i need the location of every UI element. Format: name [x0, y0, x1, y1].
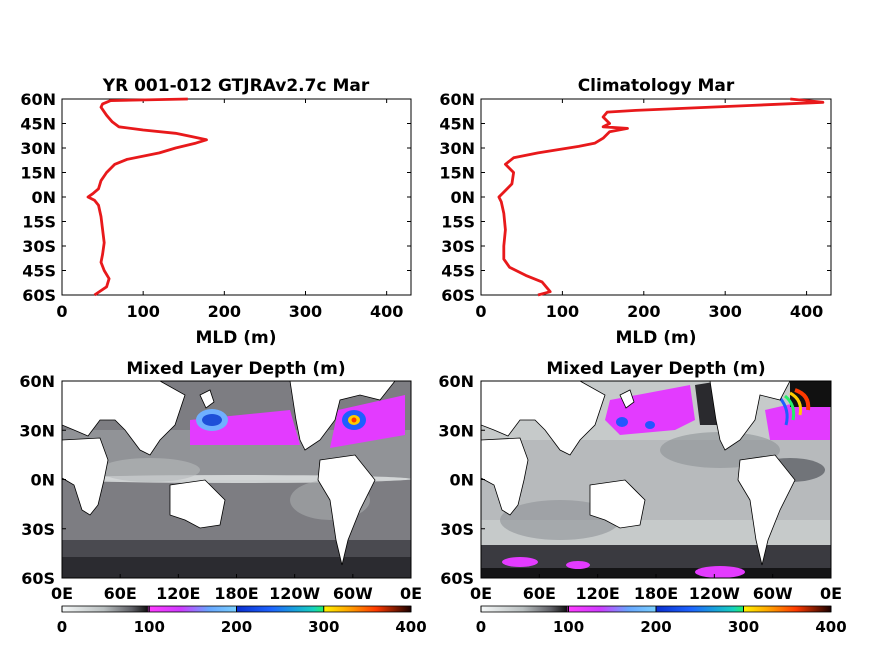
x-tick-label: 400 — [370, 302, 403, 321]
lat-tick-label: 60S — [440, 569, 474, 588]
mld-heatmap — [62, 381, 411, 578]
colorbar-tick-label: 400 — [815, 618, 846, 636]
gulfstream-high-mld — [330, 395, 405, 448]
profile-panel-model: YR 001-012 GTJRAv2.7c Mar 0 100 200 300 400 6… — [20, 76, 412, 348]
mld-profile-line — [497, 97, 825, 297]
chart-title: YR 001-012 GTJRAv2.7c Mar — [102, 76, 370, 96]
colorbar-model: 0 100 200 300 400 — [57, 605, 427, 636]
lon-tick-label: 0E — [470, 584, 492, 603]
x-axis-label: MLD (m) — [195, 328, 276, 348]
mld-profile-line — [86, 97, 208, 297]
x-tick-label: 300 — [708, 302, 741, 321]
lat-tick-label: 30S — [440, 520, 474, 539]
colorbar-tick-label: 100 — [134, 618, 165, 636]
lat-tick-label: 0N — [30, 471, 55, 490]
lat-tick-label: 60S — [21, 569, 55, 588]
colorbar-tick-label: 0 — [57, 618, 67, 636]
chart-title: Climatology Mar — [578, 76, 735, 96]
map-panel-model: Mixed Layer Depth (m) — [19, 359, 422, 603]
y-tick-label: 15N — [439, 164, 475, 183]
map-panel-climatology: Mixed Layer Depth (m) — [438, 359, 842, 603]
colorbar-climatology: 0 100 200 300 400 — [476, 605, 847, 636]
colorbar-tick-label: 300 — [308, 618, 339, 636]
x-tick-label: 100 — [126, 302, 159, 321]
y-tick-label: 60S — [22, 286, 56, 305]
lon-tick-label: 60W — [753, 584, 793, 603]
colorbar-tick-label: 100 — [553, 618, 584, 636]
y-tick-label: 45S — [22, 262, 56, 281]
x-tick-label: 400 — [790, 302, 823, 321]
lon-tick-label: 0E — [400, 584, 422, 603]
y-tick-label: 30N — [20, 139, 56, 158]
lat-tick-label: 0N — [449, 471, 474, 490]
land-mask — [481, 381, 796, 566]
y-tick-label: 15S — [441, 213, 475, 232]
chart-title: Mixed Layer Depth (m) — [546, 359, 765, 379]
y-tick-label: 0N — [450, 188, 475, 207]
plot-area — [61, 98, 412, 296]
lat-tick-label: 30N — [438, 421, 474, 440]
colorbar-tick-label: 300 — [728, 618, 759, 636]
land-mask — [62, 381, 396, 566]
lat-tick-label: 60N — [438, 372, 474, 391]
y-tick-label: 45S — [441, 262, 475, 281]
y-tick-label: 60N — [439, 90, 475, 109]
lon-tick-label: 120E — [156, 584, 200, 603]
y-tick-label: 60S — [441, 286, 475, 305]
lon-tick-label: 0E — [820, 584, 842, 603]
southern-ocean-patch — [502, 557, 538, 567]
lat-tick-label: 30N — [19, 421, 55, 440]
y-tick-label: 15N — [20, 164, 56, 183]
colorbar-tick-label: 0 — [476, 618, 486, 636]
profile-panel-climatology: Climatology Mar 0 100 200 300 400 60N 45N 30N 15… — [439, 76, 832, 348]
lat-tick-label: 60N — [19, 372, 55, 391]
lon-tick-label: 180E — [214, 584, 258, 603]
lon-tick-label: 60W — [333, 584, 373, 603]
x-axis-label: MLD (m) — [615, 328, 696, 348]
x-tick-label: 200 — [627, 302, 660, 321]
lon-tick-label: 120E — [576, 584, 620, 603]
chart-title: Mixed Layer Depth (m) — [126, 359, 345, 379]
y-tick-label: 30N — [439, 139, 475, 158]
lat-tick-label: 30S — [21, 520, 55, 539]
y-tick-label: 15S — [22, 213, 56, 232]
y-tick-label: 0N — [31, 188, 56, 207]
y-tick-label: 45N — [20, 115, 56, 134]
lon-tick-label: 120W — [269, 584, 320, 603]
x-tick-label: 0 — [56, 302, 67, 321]
lon-tick-label: 180E — [634, 584, 678, 603]
x-tick-label: 200 — [208, 302, 241, 321]
y-tick-label: 60N — [20, 90, 56, 109]
lon-tick-label: 60E — [104, 584, 137, 603]
colorbar-tick-label: 200 — [221, 618, 252, 636]
y-tick-label: 30S — [22, 237, 56, 256]
mld-heatmap — [481, 381, 831, 578]
x-tick-label: 100 — [546, 302, 579, 321]
plot-area — [480, 98, 832, 296]
y-tick-label: 30S — [441, 237, 475, 256]
lon-tick-label: 120W — [689, 584, 740, 603]
colorbar-tick-label: 400 — [395, 618, 426, 636]
lon-tick-label: 60E — [523, 584, 556, 603]
x-tick-label: 300 — [289, 302, 322, 321]
x-tick-label: 0 — [475, 302, 486, 321]
colorbar-tick-label: 200 — [640, 618, 671, 636]
lon-tick-label: 0E — [51, 584, 73, 603]
y-tick-label: 45N — [439, 115, 475, 134]
